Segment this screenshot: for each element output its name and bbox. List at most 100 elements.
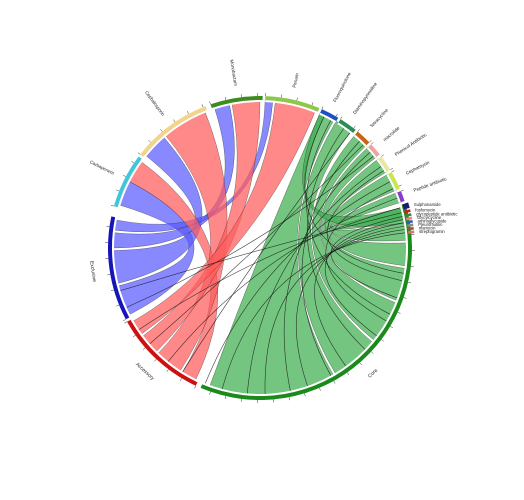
arc-peptide-antibiotic-band [395,192,401,203]
arc-carbapenem-band [117,158,144,208]
thin-link [324,218,406,338]
arc-exclusive-band [112,217,132,318]
thin-link [221,232,408,392]
arc-tick [288,397,290,401]
arc-exclusive [107,216,130,320]
arc-tick [179,378,182,381]
arc-streptogramin [408,230,415,234]
thin-link [314,222,406,368]
arc-tick [131,161,135,164]
arc-penam [265,96,320,112]
thin-link [307,126,367,352]
arc-tick [304,393,306,397]
arc-tick [403,297,407,299]
arc-tick [110,205,114,207]
arc-tick [187,111,189,114]
label-glycylcycline: Glycylcycline [417,215,442,220]
label-phenicol-antibiotic: Phenicol Antibiotic [394,132,428,157]
arc-tick [400,189,404,192]
thin-link [124,154,376,309]
arc-tick [353,125,356,129]
thin-link [327,169,405,282]
arc-tick [137,152,141,155]
thin-link [204,180,393,386]
label-peptide-antibiotic: Peptide antibiotic [413,176,448,193]
label-fluoroquinolone: Fluoroquinolone [332,71,352,103]
label-cephalosporin: Cephalosporin [144,90,166,117]
label-penam: Penam [292,73,300,88]
arc-tetracycline [355,131,370,146]
arc-tick [398,184,402,187]
label-accessory: Accessory [134,362,155,382]
arc-tick [340,116,343,120]
arc-tick [333,380,336,384]
label-streptogramin: streptogramin [419,229,445,234]
arc-sulphonamide [402,202,410,210]
arc-glycylcycline [405,216,413,221]
arc-tick [319,387,321,391]
arc-tick [381,154,384,157]
thin-link [306,118,393,316]
arc-pleuromutilin [407,223,414,228]
arc-tick [391,170,395,173]
arc-carbapenem [113,156,142,208]
arc-cephamycin [388,172,400,191]
label-aminoglycoside: aminoglycoside [418,218,448,223]
thin-link [283,150,372,393]
arc-peptide-antibiotic [397,191,405,203]
label-macrolide: macrolide [382,125,401,142]
arc-phenicol-antibiotic [378,156,391,172]
label-core: Core [367,368,379,380]
arc-fluoroquinolone-band [319,112,337,123]
label-glycopeptide-antibiotic: glycopeptide antibiotic [416,211,457,216]
arc-tick [369,140,372,143]
arc-macrolide-band [366,147,377,159]
label-cephamycin: Cephamycin [405,160,430,176]
arc-tick [357,129,360,132]
arc-tick [154,358,157,362]
thin-link [181,131,352,374]
arc-tick [116,189,120,192]
arc-tick [321,106,324,110]
arc-tick [107,274,111,276]
label-fosfomycin: fosfomycin [415,207,436,212]
arc-tick [370,142,374,145]
arc-tick [173,119,176,123]
arc-diaminopyrimidine-band [337,122,354,135]
label-sulphonamide: Sulphonamide [414,202,441,207]
arc-monobactam-band [211,100,263,110]
arc-tick [296,97,298,101]
arc-tick [390,326,393,329]
thin-link [166,197,400,364]
thin-link [118,211,404,292]
thin-link [295,225,407,389]
arc-tick [142,347,146,350]
arc-accessory [127,319,198,386]
arc-tick [224,396,227,400]
arc-tick [370,351,374,354]
arc-macrolide [368,144,380,157]
arc-tick [209,391,211,395]
arc-tick [209,101,211,105]
arc-tick [194,385,196,389]
arc-tick [224,96,227,100]
label-rifamycin: rifamycin [419,225,436,230]
thin-link [246,164,383,396]
arc-tick [166,369,169,372]
arc-tick [390,167,393,170]
arc-cephalosporin [140,106,207,157]
arc-tick [110,289,114,291]
arc-tick [397,312,401,314]
arc-penam-band [265,100,318,114]
label-tetracycline: Tetracycline [369,107,390,128]
arc-tick [201,104,204,108]
arc-tick [148,140,151,143]
arc-tick [311,102,314,106]
arc-tick [346,372,350,376]
arc-tick [359,362,362,366]
thin-link [325,187,396,323]
arc-aminoglycoside [406,220,413,224]
sector-arcs [105,93,415,403]
thin-link [148,143,365,346]
